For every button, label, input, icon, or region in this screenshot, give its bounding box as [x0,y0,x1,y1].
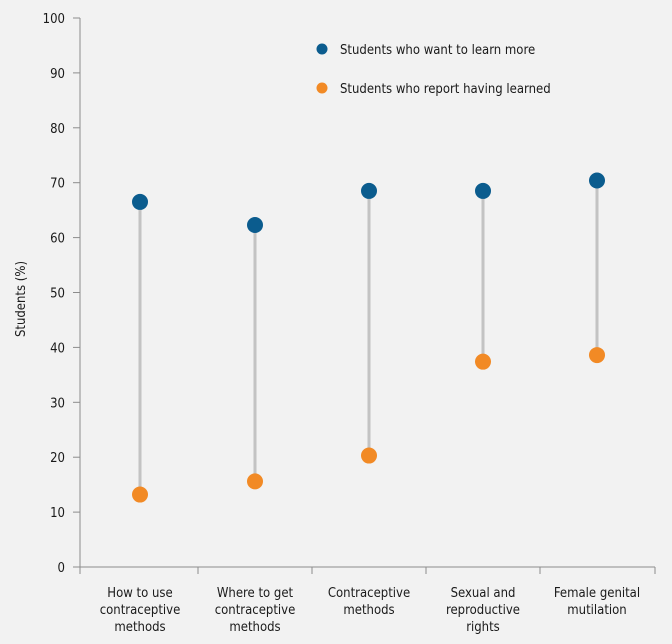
legend: Students who want to learn more Students… [316,43,551,97]
y-tick-label: 50 [50,287,65,302]
point-want-to-learn [247,216,263,233]
y-axis-title: Students (%) [14,261,29,337]
point-want-to-learn [361,182,377,199]
point-reported-learned [247,473,263,490]
y-tick-label: 20 [50,451,65,466]
point-reported-learned [132,486,148,503]
x-axis: How to use contraceptive methods Where to g… [79,566,656,635]
y-tick-label: 100 [43,12,65,27]
x-tick-label: Sexual and reproductive rights [446,586,520,635]
x-tick-label: Contraceptive methods [328,586,410,618]
points [132,172,605,503]
y-tick-label: 10 [50,506,65,521]
x-tick-label: How to use contraceptive methods [100,586,181,635]
legend-marker-want [316,43,328,55]
point-reported-learned [475,353,491,370]
point-want-to-learn [132,193,148,210]
legend-item-want: Students who want to learn more [316,43,535,58]
point-reported-learned [589,347,605,364]
y-tick-label: 60 [50,232,65,247]
y-tick-label: 40 [50,341,65,356]
x-tick-label: Female genital mutilation [554,586,640,618]
y-tick-label: 70 [50,177,65,192]
y-tick-label: 90 [50,67,65,82]
point-want-to-learn [475,182,491,199]
legend-label-want: Students who want to learn more [340,43,535,58]
legend-item-learned: Students who report having learned [316,82,551,97]
y-tick-label: 30 [50,396,65,411]
legend-label-learned: Students who report having learned [340,82,551,97]
connectors [138,180,599,495]
y-tick-label: 0 [58,561,65,576]
y-axis: 0 10 20 30 40 50 60 70 80 90 100 [43,12,81,576]
point-want-to-learn [589,172,605,189]
x-tick-label: Where to get contraceptive methods [215,586,296,635]
y-tick-label: 80 [50,122,65,137]
legend-marker-learned [316,82,328,94]
point-reported-learned [361,447,377,464]
